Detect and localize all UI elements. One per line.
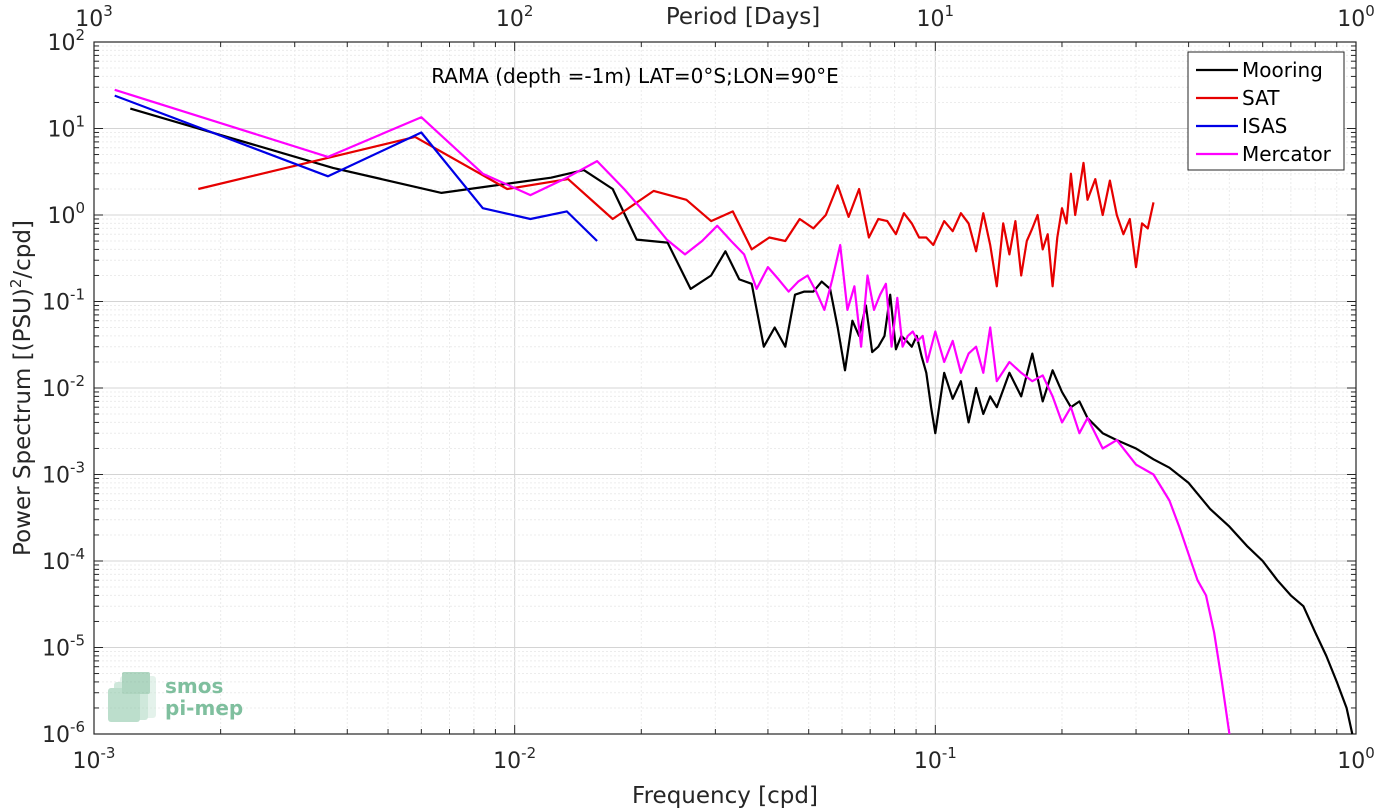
y-axis-label: Power Spectrum [(PSU)2/cpd] <box>7 220 36 556</box>
smos-logo-icon <box>108 672 156 722</box>
y-tick-label: 10-6 <box>42 718 85 748</box>
top-tick-label: 100 <box>1337 2 1375 32</box>
watermark-line1: smos <box>165 674 223 698</box>
legend-label-isas: ISAS <box>1242 114 1287 138</box>
top-tick-label: 101 <box>917 2 955 32</box>
y-tick-label: 10-2 <box>42 372 85 402</box>
x-tick-label: 10-3 <box>73 744 116 774</box>
y-tick-label: 10-5 <box>42 632 85 662</box>
legend-label-sat: SAT <box>1242 86 1280 110</box>
x-tick-label: 10-1 <box>914 744 957 774</box>
series-layer <box>114 88 1354 735</box>
x-axis-label: Frequency [cpd] <box>632 783 818 809</box>
y-tick-label: 10-3 <box>42 459 85 489</box>
legend-box <box>1187 51 1345 171</box>
series-line-mooring <box>129 107 1354 735</box>
x-tick-label: 100 <box>1337 744 1375 774</box>
chart-title: RAMA (depth =-1m) LAT=0°S;LON=90°E <box>431 64 839 88</box>
x-tick-label: 10-2 <box>493 744 536 774</box>
y-tick-label: 10-1 <box>42 286 85 316</box>
legend-label-mercator: Mercator <box>1242 142 1332 166</box>
legend: Mooring SAT ISAS Mercator <box>1187 51 1345 171</box>
top-axis-label: Period [Days] <box>666 4 820 30</box>
series-line-mercator <box>114 88 1231 735</box>
y-tick-label: 10-4 <box>42 545 85 575</box>
legend-label-mooring: Mooring <box>1242 58 1323 82</box>
series-line-sat <box>198 135 1155 288</box>
series-line-isas <box>114 94 598 242</box>
ticks <box>93 42 1356 735</box>
watermark-logo: smos pi-mep <box>108 672 243 722</box>
top-tick-label: 103 <box>75 2 113 32</box>
top-tick-label: 102 <box>496 2 534 32</box>
y-tick-label: 101 <box>47 113 85 143</box>
y-tick-label: 102 <box>47 26 85 56</box>
watermark-line2: pi-mep <box>165 696 243 720</box>
y-tick-label: 100 <box>47 199 85 229</box>
